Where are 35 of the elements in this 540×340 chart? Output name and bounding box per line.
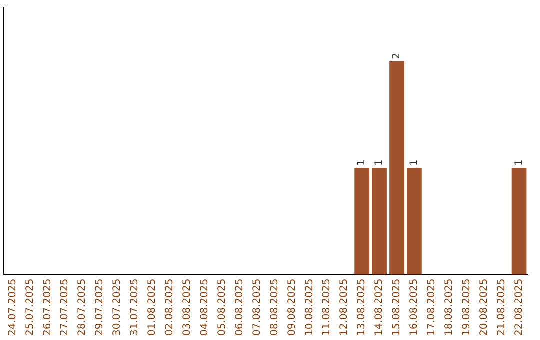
x-tick-label: 03.08.2025: [182, 278, 193, 336]
x-tick-label: 07.08.2025: [252, 278, 263, 336]
x-tick-label: 21.08.2025: [496, 278, 508, 336]
data-label: 1: [374, 160, 386, 166]
x-tick-label: 10.08.2025: [304, 278, 316, 336]
x-tick-label: 13.08.2025: [356, 278, 368, 336]
x-tick-label: 25.07.2025: [24, 278, 36, 336]
x-tick-label: 02.08.2025: [164, 278, 176, 336]
x-tick-label: 06.08.2025: [234, 278, 246, 336]
x-tick-label: 15.08.2025: [392, 278, 403, 336]
x-tick-label: 12.08.2025: [339, 278, 350, 336]
x-tick-label: 11.08.2025: [322, 278, 333, 336]
x-tick-label: 30.07.2025: [112, 278, 124, 336]
data-label: 2: [392, 52, 403, 60]
x-tick-label: 31.07.2025: [130, 278, 141, 336]
x-tick-label: 28.07.2025: [77, 278, 88, 336]
x-tick-label: 01.08.2025: [147, 278, 158, 336]
x-tick-label: 29.07.2025: [94, 278, 106, 336]
x-tick-label: 09.08.2025: [286, 278, 298, 336]
x-tick-label: 14.08.2025: [374, 278, 386, 336]
data-label: 1: [356, 160, 368, 166]
data-label: 1: [409, 160, 420, 166]
x-tick-label: 05.08.2025: [216, 278, 228, 336]
x-tick-label: 16.08.2025: [409, 278, 420, 336]
x-tick-label: 20.08.2025: [478, 278, 490, 336]
x-tick-label: 08.08.2025: [269, 278, 280, 336]
x-tick-label: 26.07.2025: [42, 278, 54, 336]
x-tick-label: 19.08.2025: [461, 278, 472, 336]
x-tick-label: 04.08.2025: [199, 278, 210, 336]
x-tick-label: 18.08.2025: [444, 278, 455, 336]
x-tick-label: 24.07.2025: [7, 278, 18, 336]
x-tick-label: 27.07.2025: [60, 278, 71, 336]
x-tick-label: 17.08.2025: [426, 278, 438, 336]
x-tick-label: 22.08.2025: [514, 278, 525, 336]
data-label: 1: [514, 160, 525, 166]
